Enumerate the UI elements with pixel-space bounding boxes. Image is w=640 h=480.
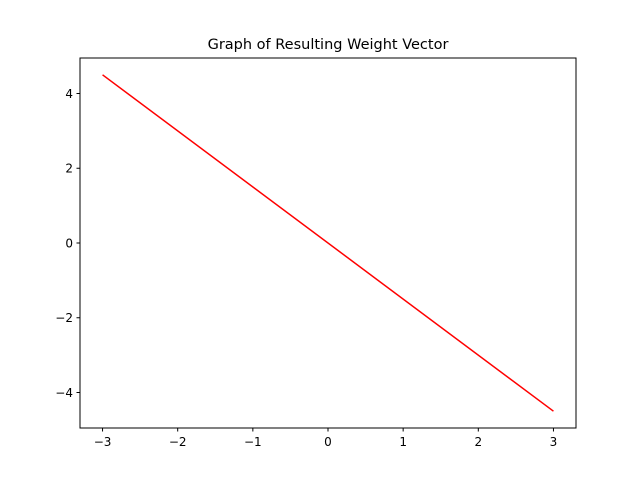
y-axis: −4 −2 0 2 4 [55, 87, 80, 400]
chart-title: Graph of Resulting Weight Vector [208, 37, 449, 53]
y-tick-label: −2 [55, 311, 73, 325]
x-tick-label: 1 [399, 435, 407, 449]
y-tick-label: 0 [65, 236, 73, 250]
x-tick-label: −3 [94, 435, 112, 449]
x-tick-label: 3 [550, 435, 558, 449]
x-tick-label: −1 [244, 435, 262, 449]
x-axis: −3 −2 −1 0 1 2 3 [94, 428, 558, 449]
y-tick-label: −4 [55, 386, 73, 400]
x-tick-label: −2 [169, 435, 187, 449]
x-tick-label: 2 [474, 435, 482, 449]
y-tick-label: 4 [65, 87, 73, 101]
plot-area [102, 74, 554, 412]
axes-frame [79, 57, 577, 429]
y-tick-label: 2 [65, 162, 73, 176]
x-tick-label: 0 [324, 435, 332, 449]
series-line-0 [102, 74, 554, 412]
